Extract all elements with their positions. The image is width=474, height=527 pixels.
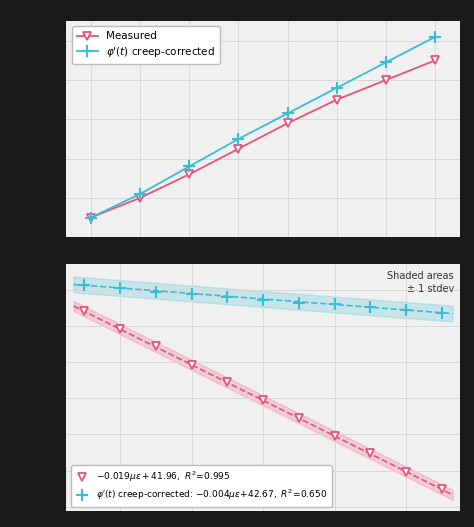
Legend: Measured, $\varphi$'$(t)$ creep-corrected: Measured, $\varphi$'$(t)$ creep-correcte… [72,26,220,64]
Legend: $-0.019\mu\varepsilon+41.96,\ R^2\!=\!0.995$, $\varphi'(t)$ creep-corrected: $-0: $-0.019\mu\varepsilon+41.96,\ R^2\!=\!0.… [71,465,332,506]
Text: Shaded areas
± 1 stdev: Shaded areas ± 1 stdev [387,271,454,294]
